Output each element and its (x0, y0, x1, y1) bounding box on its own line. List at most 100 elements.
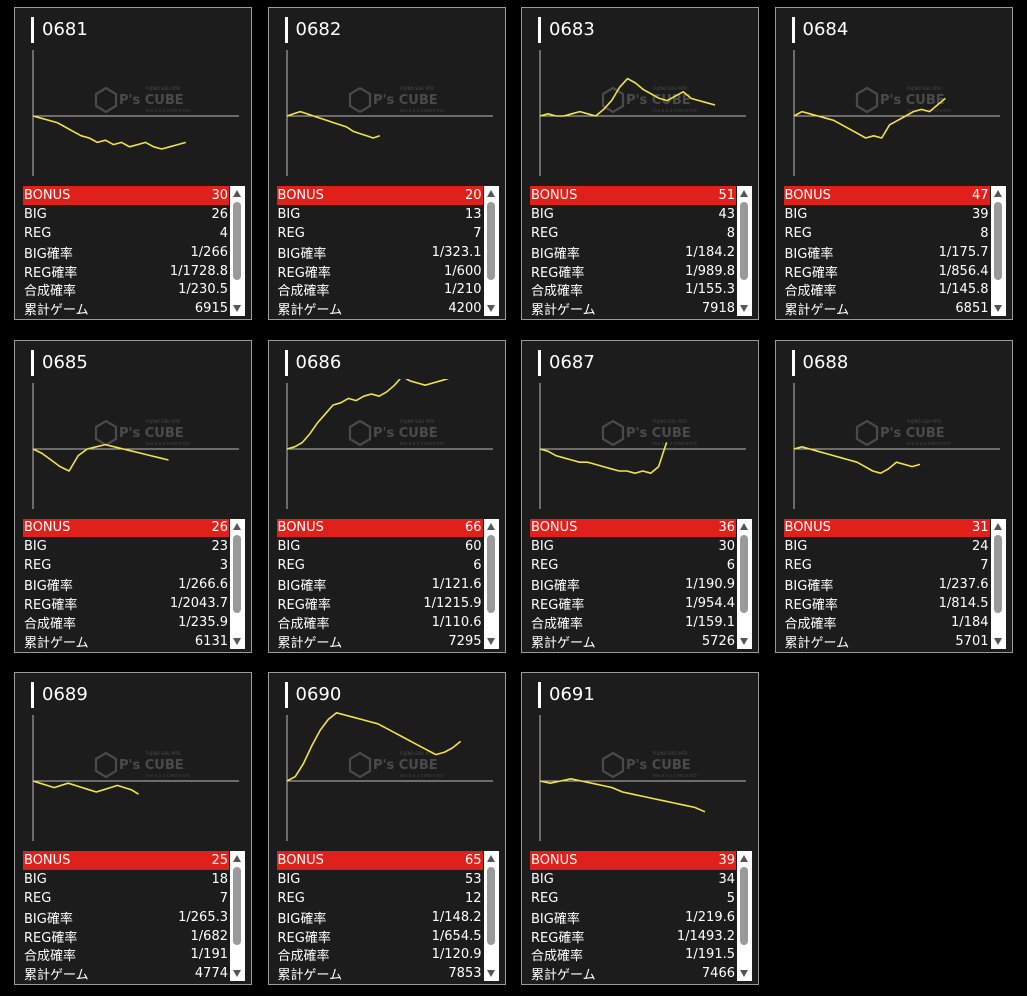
stats-scrollbar[interactable] (737, 186, 752, 316)
machine-card-0691[interactable]: 0691 P's CUBE FUJINO SISU MTR ｍｅｋｏｚＣＭＯＶＯＯ … (521, 672, 759, 985)
scroll-down-arrow-icon[interactable] (486, 970, 495, 977)
machine-card-0687[interactable]: 0687 P's CUBE FUJINO SISU MTR ｍｅｋｏｚＣＭＯＶＯＯ … (521, 339, 759, 653)
machine-card-0688[interactable]: 0688 P's CUBE FUJINO SISU MTR ｍｅｋｏｚＣＭＯＶＯＯ … (774, 339, 1013, 653)
stat-row-bonus: BONUS 65 (276, 851, 483, 870)
scroll-thumb[interactable] (486, 534, 495, 613)
scroll-down-arrow-icon[interactable] (233, 305, 241, 312)
machine-card-0683[interactable]: 0683 P's CUBE FUJINO SISU MTR ｍｅｋｏｚＣＭＯＶＯＯ … (521, 7, 759, 320)
stat-label: REG確率 (24, 930, 78, 946)
stat-value: 1/265.3 (178, 909, 228, 925)
stat-value: 1/237.6 (938, 577, 989, 593)
stats-scrollbar[interactable] (990, 518, 1006, 649)
scroll-up-arrow-icon[interactable] (486, 522, 495, 530)
stats-table: BONUS 31 BIG 24 REG 7 BIG確率 1/237.6 REG確… (783, 518, 990, 651)
stats-table: BONUS 36 BIG 30 REG 6 BIG確率 1/190.9 REG確… (530, 518, 736, 651)
stats-table: BONUS 66 BIG 60 REG 6 BIG確率 1/121.6 REG確… (276, 518, 483, 651)
stats-scrollbar[interactable] (483, 186, 499, 316)
stat-label: BIG (24, 206, 47, 222)
stats-table: BONUS 20 BIG 13 REG 7 BIG確率 1/323.1 REG確… (276, 186, 483, 318)
watermark-small-top: FUJINO SISU MTR (653, 419, 687, 424)
scroll-thumb[interactable] (740, 867, 748, 945)
scroll-up-arrow-icon[interactable] (233, 855, 241, 862)
scroll-up-arrow-icon[interactable] (233, 522, 241, 530)
stat-value: 7295 (448, 633, 482, 649)
stat-row-total-games: 累計ゲーム 4200 (277, 299, 483, 318)
stat-row-total-games: 累計ゲーム 6131 (23, 632, 229, 651)
scroll-down-arrow-icon[interactable] (233, 970, 241, 977)
scroll-up-arrow-icon[interactable] (740, 855, 748, 862)
stat-row-total-games: 累計ゲーム 5726 (530, 632, 736, 651)
scroll-down-arrow-icon[interactable] (486, 637, 495, 645)
machine-card-0681[interactable]: 0681 P's CUBE FUJINO SISU MTR ｍｅｋｏｚＣＭＯＶＯＯ … (14, 7, 252, 320)
scroll-thumb[interactable] (233, 867, 241, 945)
stats-scrollbar[interactable] (990, 186, 1006, 316)
stat-row-big: BIG 13 (277, 205, 483, 224)
scroll-thumb[interactable] (486, 867, 495, 945)
machine-card-0682[interactable]: 0682 P's CUBE FUJINO SISU MTR ｍｅｋｏｚＣＭＯＶＯＯ … (267, 7, 506, 320)
stat-label: BIG (277, 539, 301, 555)
scroll-thumb[interactable] (993, 202, 1002, 280)
stat-value: 26 (211, 206, 228, 222)
scroll-down-arrow-icon[interactable] (993, 637, 1002, 645)
stat-value: 7853 (448, 966, 482, 982)
stat-value: 1/654.5 (431, 928, 482, 944)
stat-row-total-games: 累計ゲーム 7466 (530, 964, 736, 983)
cube-logo-icon (601, 86, 625, 114)
scroll-up-arrow-icon[interactable] (486, 855, 495, 862)
slump-line (539, 77, 716, 117)
scroll-thumb[interactable] (993, 534, 1002, 613)
scroll-down-arrow-icon[interactable] (740, 637, 748, 645)
slump-graph-svg: P's CUBE FUJINO SISU MTR ｍｅｋｏｚＣＭＯＶＯＯ (286, 711, 493, 841)
machine-card-0686[interactable]: 0686 P's CUBE FUJINO SISU MTR ｍｅｋｏｚＣＭＯＶＯＯ … (267, 339, 506, 653)
scroll-up-arrow-icon[interactable] (993, 190, 1002, 197)
stat-row-big-rate: BIG確率 1/219.6 (530, 908, 736, 927)
stat-value: 39 (718, 852, 735, 868)
scroll-up-arrow-icon[interactable] (740, 522, 748, 530)
scroll-down-arrow-icon[interactable] (740, 305, 748, 312)
stats-scrollbar[interactable] (483, 518, 499, 649)
scroll-down-arrow-icon[interactable] (233, 637, 241, 645)
brand-watermark: P's CUBE FUJINO SISU MTR ｍｅｋｏｚＣＭＯＶＯＯ (601, 751, 697, 779)
stat-label: BONUS (784, 520, 831, 536)
scroll-thumb[interactable] (486, 202, 495, 280)
stat-label: BIG確率 (24, 579, 73, 595)
scroll-up-arrow-icon[interactable] (993, 522, 1002, 530)
stats-scrollbar[interactable] (230, 851, 245, 981)
scroll-thumb[interactable] (233, 534, 241, 613)
scroll-down-arrow-icon[interactable] (993, 305, 1002, 312)
stats-table: BONUS 25 BIG 18 REG 7 BIG確率 1/265.3 REG確… (23, 851, 229, 983)
stats-scrollbar[interactable] (737, 518, 752, 649)
slump-graph-svg: P's CUBE FUJINO SISU MTR ｍｅｋｏｚＣＭＯＶＯＯ (539, 715, 746, 841)
scroll-down-arrow-icon[interactable] (486, 305, 495, 312)
machine-card-0689[interactable]: 0689 P's CUBE FUJINO SISU MTR ｍｅｋｏｚＣＭＯＶＯＯ … (14, 672, 252, 985)
stat-row-reg-rate: REG確率 1/682 (23, 927, 229, 946)
scroll-up-arrow-icon[interactable] (486, 190, 495, 197)
scroll-thumb[interactable] (740, 202, 748, 280)
stats-scrollbar[interactable] (230, 518, 245, 649)
machine-card-0684[interactable]: 0684 P's CUBE FUJINO SISU MTR ｍｅｋｏｚＣＭＯＶＯＯ … (774, 7, 1013, 320)
watermark-small-bottom: ｍｅｋｏｚＣＭＯＶＯＯ (653, 773, 697, 778)
stat-value: 3 (219, 558, 228, 574)
scroll-up-arrow-icon[interactable] (233, 190, 241, 197)
stat-label: BIG (277, 871, 301, 887)
watermark-brand: P's CUBE (119, 426, 184, 441)
stat-row-bonus: BONUS 47 (783, 186, 990, 205)
stat-value: 20 (464, 187, 482, 203)
scroll-thumb[interactable] (233, 202, 241, 280)
stats-scrollbar[interactable] (483, 851, 499, 981)
stat-row-combined-rate: 合成確率 1/155.3 (530, 280, 736, 299)
scroll-thumb[interactable] (740, 534, 748, 613)
stats-scrollbar[interactable] (230, 186, 245, 316)
machine-card-0685[interactable]: 0685 P's CUBE FUJINO SISU MTR ｍｅｋｏｚＣＭＯＶＯＯ … (14, 339, 252, 653)
machine-card-0690[interactable]: 0690 P's CUBE FUJINO SISU MTR ｍｅｋｏｚＣＭＯＶＯＯ … (267, 672, 506, 985)
slump-graph: P's CUBE FUJINO SISU MTR ｍｅｋｏｚＣＭＯＶＯＯ (23, 379, 245, 511)
stat-label: REG (531, 225, 559, 241)
stat-label: BIG (531, 539, 554, 555)
stats-table: BONUS 47 BIG 39 REG 8 BIG確率 1/175.7 REG確… (783, 186, 990, 318)
scroll-down-arrow-icon[interactable] (740, 970, 748, 977)
stat-label: 合成確率 (531, 616, 584, 632)
stat-label: 累計ゲーム (531, 303, 596, 319)
stat-row-total-games: 累計ゲーム 6915 (23, 299, 229, 318)
scroll-up-arrow-icon[interactable] (740, 190, 748, 197)
stats-scrollbar[interactable] (737, 851, 752, 981)
